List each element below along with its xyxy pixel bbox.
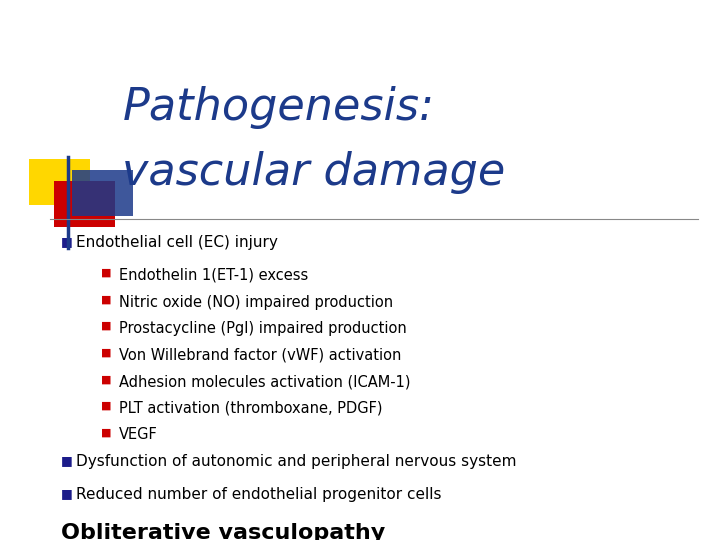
Text: Nitric oxide (NO) impaired production: Nitric oxide (NO) impaired production xyxy=(119,294,393,309)
Text: Reduced number of endothelial progenitor cells: Reduced number of endothelial progenitor… xyxy=(76,487,441,502)
Text: ■: ■ xyxy=(101,348,112,357)
Text: Endothelial cell (EC) injury: Endothelial cell (EC) injury xyxy=(76,235,277,250)
Text: PLT activation (thromboxane, PDGF): PLT activation (thromboxane, PDGF) xyxy=(119,401,382,416)
Text: ■: ■ xyxy=(101,321,112,331)
Text: ■: ■ xyxy=(101,374,112,384)
Text: ■: ■ xyxy=(101,294,112,305)
Text: ■: ■ xyxy=(101,401,112,411)
Text: ■: ■ xyxy=(61,487,73,500)
Text: ■: ■ xyxy=(101,427,112,437)
Text: vascular damage: vascular damage xyxy=(122,151,505,194)
Text: ■: ■ xyxy=(61,235,73,248)
Text: Pathogenesis:: Pathogenesis: xyxy=(122,86,434,130)
Text: ■: ■ xyxy=(61,454,73,467)
Text: Obliterative vasculopathy: Obliterative vasculopathy xyxy=(61,523,385,540)
Text: ■: ■ xyxy=(101,268,112,278)
Text: Von Willebrand factor (vWF) activation: Von Willebrand factor (vWF) activation xyxy=(119,348,401,363)
Text: VEGF: VEGF xyxy=(119,427,158,442)
Text: Dysfunction of autonomic and peripheral nervous system: Dysfunction of autonomic and peripheral … xyxy=(76,454,516,469)
Text: Endothelin 1(ET-1) excess: Endothelin 1(ET-1) excess xyxy=(119,268,308,283)
Text: Prostacycline (PgI) impaired production: Prostacycline (PgI) impaired production xyxy=(119,321,407,336)
Text: Adhesion molecules activation (ICAM-1): Adhesion molecules activation (ICAM-1) xyxy=(119,374,410,389)
